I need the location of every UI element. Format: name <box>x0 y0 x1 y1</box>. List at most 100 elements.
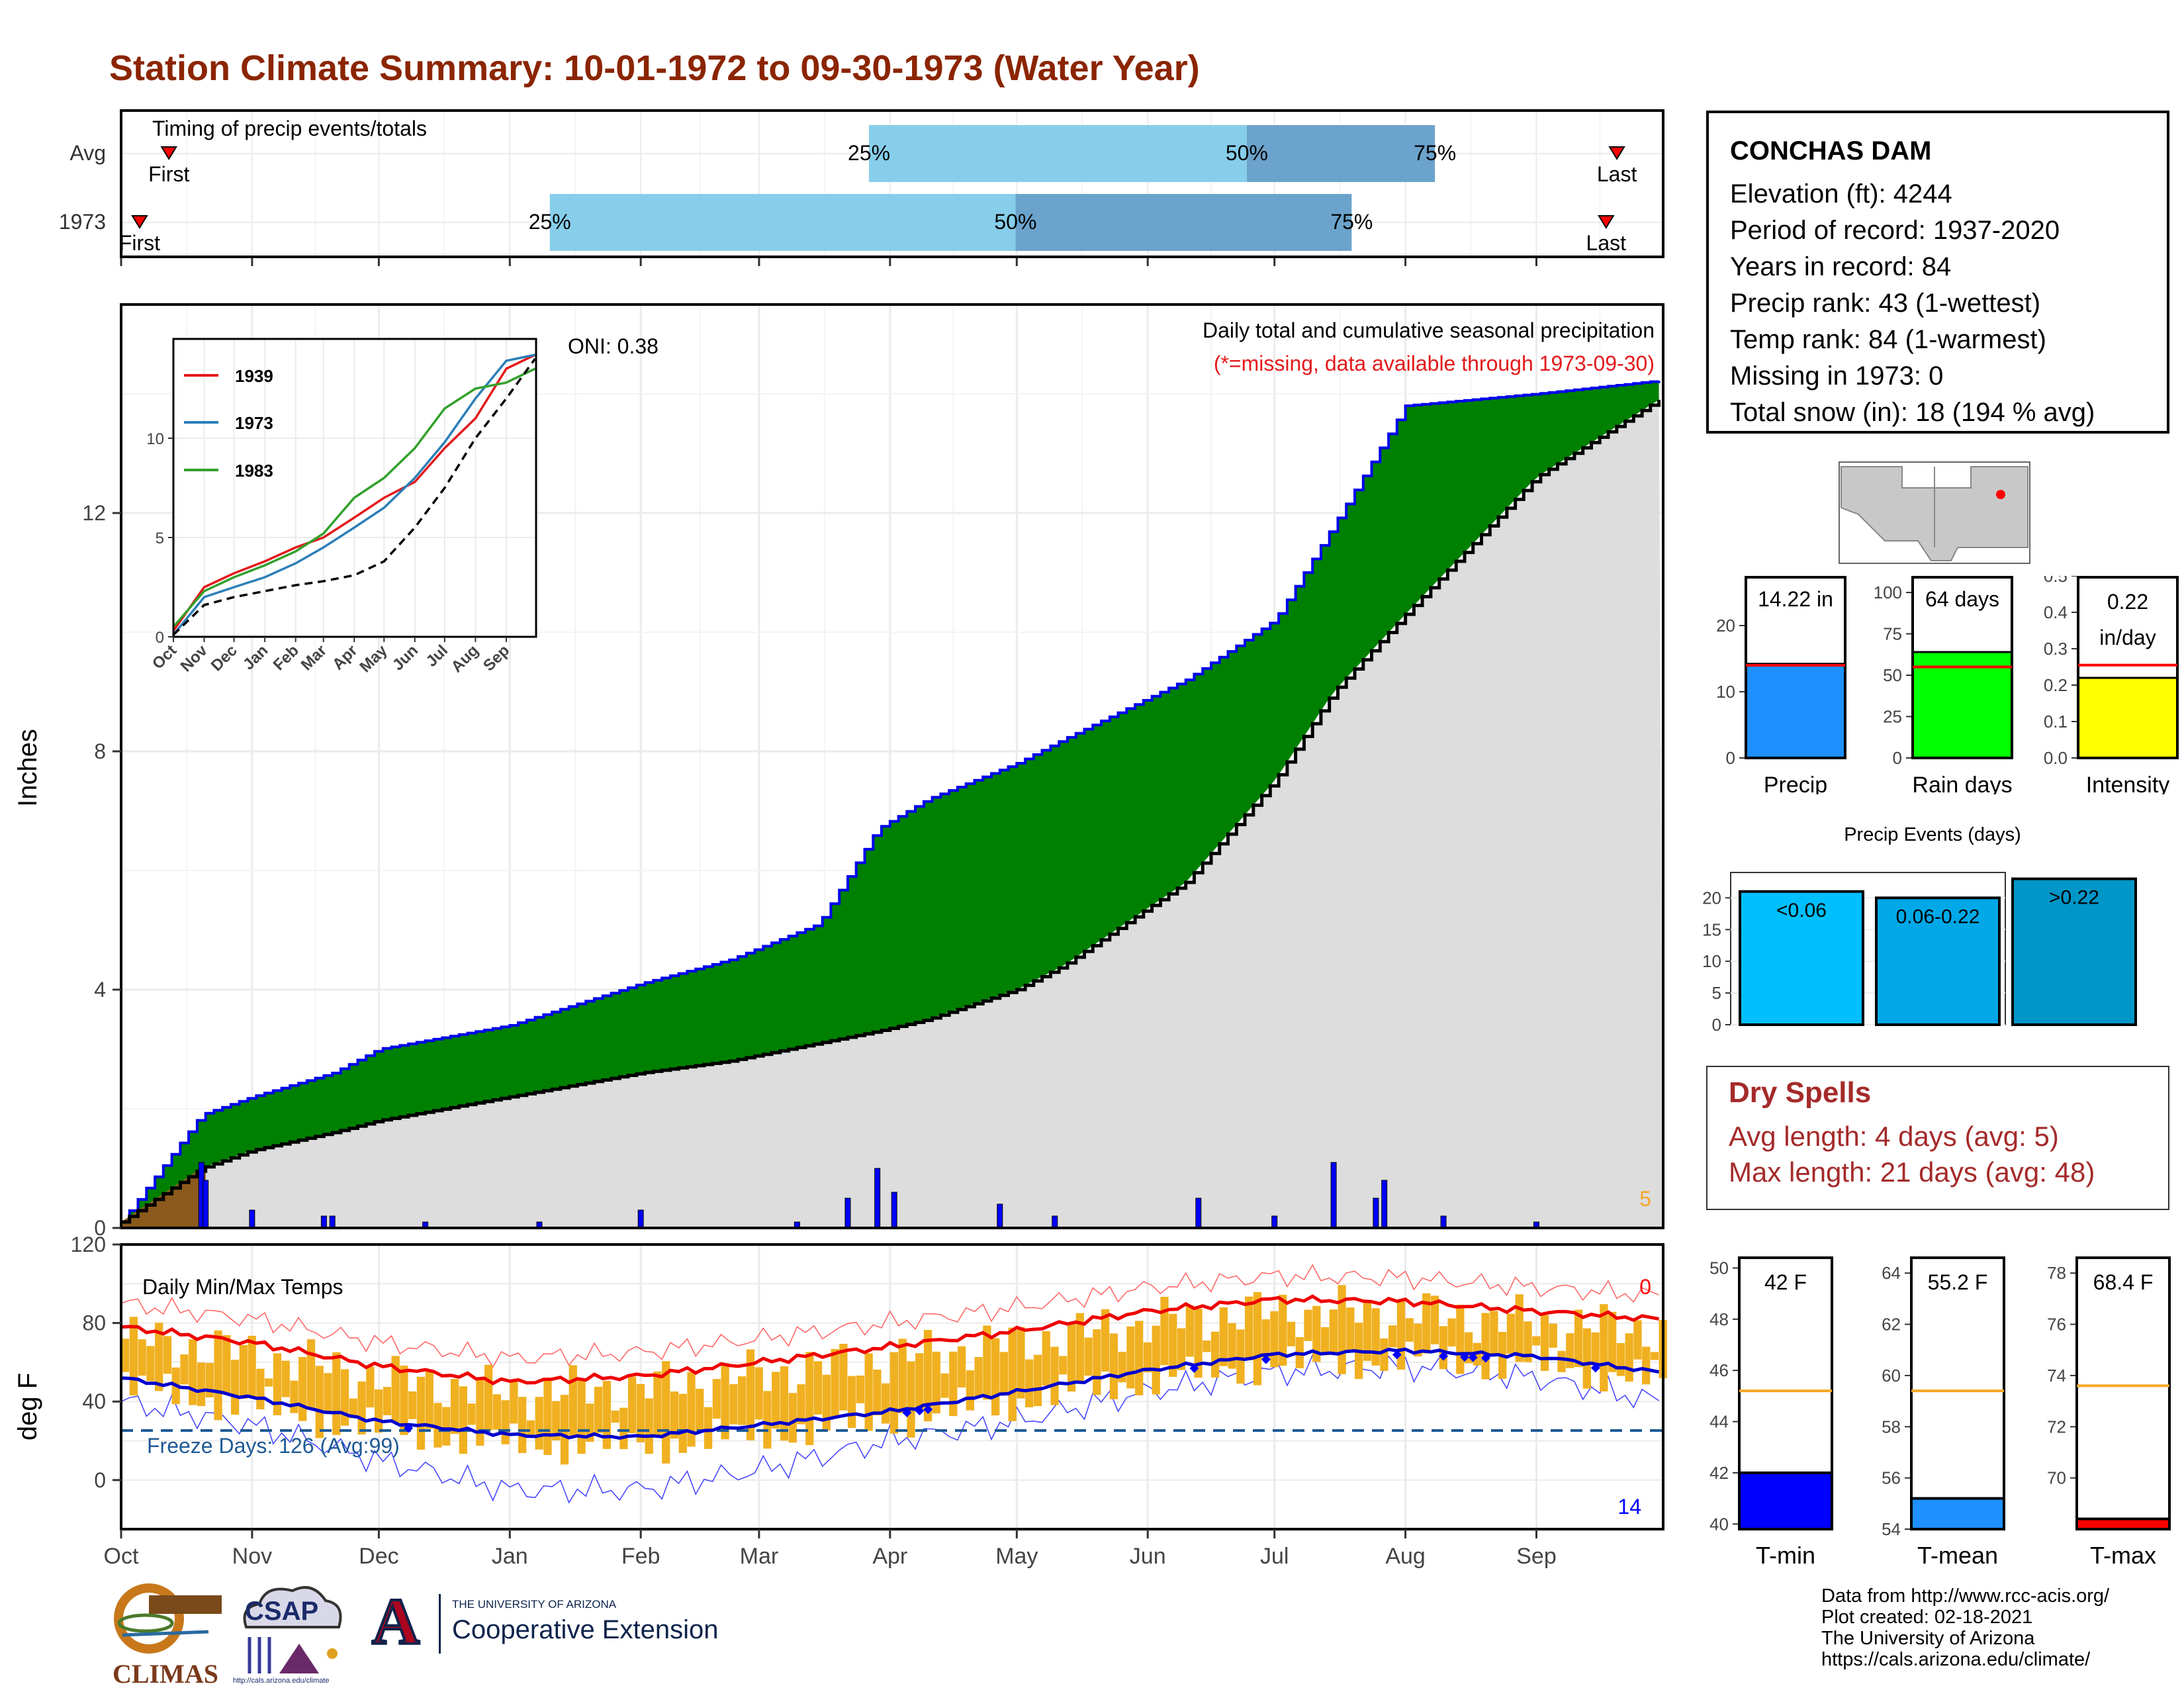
daily-temp-range-bar <box>324 1373 332 1415</box>
temp-bar-0-frame <box>1738 1256 1833 1530</box>
daily-temp-range-bar <box>932 1351 940 1414</box>
month-axis-label: May <box>995 1544 1038 1569</box>
daily-temp-range-bar <box>1532 1336 1541 1346</box>
daily-temp-range-bar <box>1608 1311 1617 1372</box>
daily-temp-range-bar <box>889 1352 899 1434</box>
events-y-tick-label: 10 <box>1702 951 1721 971</box>
temp-avg-max-line <box>120 1294 1660 1385</box>
daily-temp-range-bar <box>1126 1326 1135 1389</box>
precip-panel: 0 4 8 12 Inches Daily total and cumulative … <box>13 303 1664 1240</box>
csap-logo-text: CSAP <box>245 1597 319 1626</box>
precip-corner-value: 5 <box>1639 1187 1651 1211</box>
inset-legend-1973-label: 1973 <box>235 413 273 433</box>
daily-temp-range-bar <box>138 1339 146 1376</box>
timing-first-label: First <box>119 231 160 255</box>
daily-precip-bar <box>1381 1180 1388 1229</box>
daily-temp-range-bar <box>332 1352 341 1435</box>
daily-temp-range-bar <box>1152 1325 1160 1395</box>
main-chart-area: 25% 50% 75% First Last 25% 50% 75% First Last Tim… <box>13 109 1667 1569</box>
mini-bar-y-tick-label: 20 <box>1716 616 1735 635</box>
credits: Data from http://www.rcc-acis.org/ Plot … <box>1821 1585 2109 1670</box>
temp-record-max-line <box>120 1264 1659 1368</box>
precip-cumulative-avg-line <box>121 400 1661 1224</box>
daily-temp-range-bar <box>1346 1307 1355 1352</box>
temp-bar-0-label: T-min <box>1756 1542 1815 1569</box>
daily-temp-range-bar <box>923 1330 933 1422</box>
temp-bar-y-tick-label: 72 <box>2047 1417 2066 1436</box>
daily-temp-range-bar <box>586 1403 594 1442</box>
daily-temp-range-bar <box>155 1323 163 1391</box>
daily-temp-range-bar <box>400 1366 408 1435</box>
daily-temp-range-bar <box>1101 1309 1110 1372</box>
daily-temp-range-bar <box>239 1344 248 1399</box>
daily-temp-range-bar <box>146 1346 155 1382</box>
daily-temp-range-bar <box>1109 1333 1118 1399</box>
events-bar-moderate-value-label: 0.06-0.22 <box>1896 906 1980 927</box>
temp-bar-y-tick-label: 54 <box>1882 1519 1901 1539</box>
timing-label-75: 75% <box>1330 210 1373 234</box>
page-title: Station Climate Summary: 10-01-1972 to 0… <box>109 48 1200 88</box>
mini-bar-0-label: Precip <box>1764 773 1827 794</box>
climas-logo[interactable]: CLIMAS <box>109 1582 222 1689</box>
mini-bar-y-tick-label: 75 <box>1883 624 1902 644</box>
temp-bar-y-tick-label: 44 <box>1709 1412 1729 1432</box>
events-bar-light-label: Light <box>1780 1043 1823 1046</box>
daily-temp-range-bar <box>1633 1320 1642 1360</box>
daily-temp-range-bar <box>949 1351 958 1417</box>
events-bar-moderate <box>1875 896 2001 1027</box>
events-bar-heavy-value-label: >0.22 <box>2049 887 2099 909</box>
daily-temp-range-bar <box>602 1381 611 1449</box>
daily-temp-range-bar <box>214 1330 222 1421</box>
csap-logo[interactable]: CSAP http://cals.arizona.edu/climate <box>233 1581 349 1687</box>
daily-temp-range-bar <box>256 1368 265 1409</box>
daily-precip-bar <box>320 1215 327 1229</box>
inset-line-average <box>172 357 536 636</box>
daily-temp-range-bar <box>375 1389 383 1433</box>
daily-precip-bar <box>1330 1162 1337 1229</box>
daily-temp-range-bar <box>1481 1313 1490 1380</box>
daily-temp-range-bar <box>1203 1340 1211 1352</box>
timing-label: Timing of precip events/totals <box>152 117 427 140</box>
daily-temp-range-bar <box>230 1360 240 1415</box>
daily-temp-range-bar <box>1033 1354 1042 1407</box>
daily-temp-range-bar <box>687 1372 696 1447</box>
record-low-marker-icon <box>915 1406 925 1416</box>
station-total-snow: Total snow (in): 18 (194 % avg) <box>1730 398 2095 427</box>
daily-temp-range-bar <box>180 1354 189 1385</box>
daily-temp-range-bar <box>306 1339 316 1410</box>
oni-value: ONI: 0.38 <box>568 334 659 358</box>
temp-bar-y-tick-label: 40 <box>1709 1514 1729 1534</box>
daily-temp-range-bar <box>408 1391 417 1419</box>
daily-temp-range-bar <box>1574 1309 1583 1368</box>
daily-temp-range-bar <box>999 1352 1009 1394</box>
timing-label-25: 25% <box>529 210 571 234</box>
daily-temp-range-bar <box>476 1378 484 1446</box>
daily-precip-bar <box>1052 1215 1058 1229</box>
daily-temp-range-bar <box>1515 1294 1524 1362</box>
inset-y-tick-label: 10 <box>146 430 164 448</box>
daily-precip-bar <box>844 1197 851 1229</box>
inset-legend: 1939 1973 1983 <box>184 366 273 481</box>
daily-temp-range-bar <box>662 1361 670 1464</box>
daily-temp-range-bar <box>1380 1338 1388 1372</box>
mini-bar-1-value-label: 64 days <box>1925 587 1999 611</box>
inset-line-1973 <box>172 353 535 636</box>
daily-temp-range-bar <box>442 1407 451 1446</box>
ua-cooperative-extension-logo[interactable]: A THE UNIVERSITY OF ARIZONA Cooperative … <box>363 1587 747 1662</box>
events-title: Precip Events (days) <box>1844 824 2021 845</box>
daily-temp-range-bar <box>983 1325 991 1400</box>
daily-temp-range-bar <box>1557 1350 1566 1372</box>
mini-bar-y-tick-label: 0.0 <box>2044 748 2068 768</box>
daily-temp-range-bar <box>248 1335 256 1397</box>
daily-temp-range-bar <box>1396 1301 1406 1370</box>
dry-spells-avg-length: Avg length: 4 days (avg: 5) <box>1729 1121 2059 1152</box>
daily-temp-range-bar <box>1067 1323 1076 1392</box>
record-low-marker-icon <box>1459 1352 1469 1362</box>
events-y-tick-label: 0 <box>1712 1015 1721 1035</box>
daily-temp-range-bar <box>1270 1311 1279 1368</box>
daily-temp-range-bar <box>1160 1296 1169 1366</box>
precip-y-axis-label: Inches <box>13 729 42 807</box>
daily-temp-range-bar <box>1042 1331 1050 1386</box>
daily-precip-bar <box>997 1203 1003 1229</box>
